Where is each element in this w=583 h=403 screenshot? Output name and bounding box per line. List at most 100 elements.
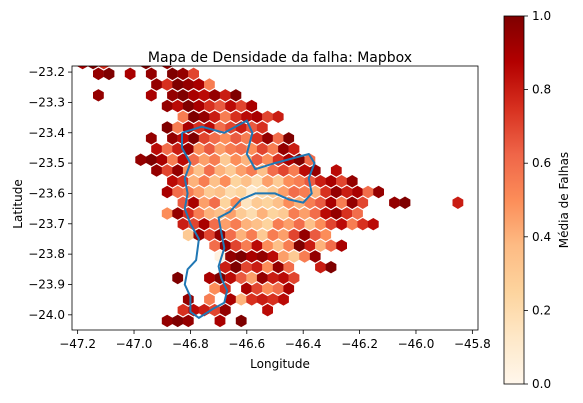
hexbin-cell (262, 218, 273, 231)
hexbin-cell (209, 175, 221, 188)
hexbin-cell (336, 196, 347, 209)
hexbin-cell (219, 303, 231, 317)
hexbin-cell (256, 142, 268, 156)
hexbin-cell (145, 89, 157, 102)
hexbin-cell (341, 207, 353, 220)
hexbin-cell (241, 110, 252, 123)
y-axis-label: Latitude (11, 179, 25, 228)
hexbin-cell (278, 207, 289, 220)
hexbin-cell (272, 218, 284, 231)
hexbin-cell (209, 282, 221, 295)
hexbin-cell (209, 110, 221, 123)
hexbin-cell (225, 207, 236, 220)
hexbin-cell (256, 293, 268, 306)
hexbin-cell (225, 99, 236, 113)
hexbin-cell (72, 46, 83, 59)
hexbin-cell (209, 218, 221, 231)
hexbin-cell (172, 78, 184, 91)
hexbin-cell (172, 99, 184, 113)
hexbin-cell (161, 78, 173, 91)
x-tick-label: −46.4 (285, 337, 322, 351)
colorbar-tick-label: 0.4 (532, 230, 551, 244)
hexbin-cell (330, 207, 342, 220)
hexbin-cell (214, 142, 226, 156)
hexbin-cell (389, 196, 400, 209)
hexbin-cell (251, 132, 263, 145)
hexbin-cell (235, 185, 247, 199)
hexbin-cell (283, 218, 295, 231)
hexbin-cell (235, 207, 247, 220)
hexbin-cell (336, 218, 347, 231)
hexbin-cell (251, 110, 263, 123)
hexbin-cell (251, 239, 263, 252)
hexbin-cell (251, 196, 263, 209)
hexbin-cell (256, 207, 268, 220)
hexbin-cell (204, 271, 215, 285)
hexbin-cell (267, 164, 279, 177)
hexbin-cell (156, 153, 168, 166)
hexbin-layer (72, 46, 464, 328)
hexbin-cell (151, 164, 162, 177)
hexbin-cell (399, 196, 411, 209)
colorbar (503, 15, 525, 385)
colorbar-tick-label: 0.2 (532, 303, 551, 317)
hexbin-cell (161, 314, 173, 328)
hexbin-cell (336, 239, 347, 252)
hexbin-cell (325, 239, 337, 252)
hexbin-cell (325, 261, 337, 274)
y-tick-label: −23.3 (28, 95, 65, 109)
hexbin-cell (309, 207, 321, 220)
hexbin-cell (262, 110, 273, 123)
x-tick-label: −47.2 (59, 337, 96, 351)
hexbin-cell (161, 164, 173, 177)
hexbin-cell (246, 271, 258, 285)
chart-title: Mapa de Densidade da falha: Mapbox (148, 50, 412, 66)
colorbar-tick-label: 1.0 (532, 9, 551, 23)
hexbin-cell (145, 67, 157, 81)
hexbin-cell (330, 164, 342, 177)
hexbin-cell (241, 175, 252, 188)
hexbin-cell (241, 261, 252, 274)
hexbin-cell (288, 185, 300, 199)
hexbin-cell (172, 207, 184, 220)
hexbin-cell (204, 99, 215, 113)
hexbin-cell (167, 89, 178, 102)
hexbin-cell (299, 164, 310, 177)
hexbin-cell (293, 175, 305, 188)
hexbin-cell (272, 196, 284, 209)
hexbin-cell (272, 132, 284, 145)
hexbin-cell (219, 110, 231, 123)
hexbin-cell (293, 239, 305, 252)
hexbin-cell (193, 228, 205, 242)
x-tick-label: −47.0 (116, 337, 153, 351)
hexbin-cell (235, 99, 247, 113)
hexbin-cell (124, 67, 136, 81)
hexbin-cell (278, 228, 289, 242)
hexbin-cell (246, 207, 258, 220)
hexbin-cell (193, 142, 205, 156)
hexbin-cell (241, 239, 252, 252)
hexbin-cell (188, 175, 199, 188)
hexbin-cell (219, 196, 231, 209)
y-tick-label: −23.2 (28, 65, 65, 79)
hexbin-cell (288, 142, 300, 156)
hexbin-cell (256, 250, 268, 263)
hexbin-cell (278, 271, 289, 285)
hexbin-cell (214, 185, 226, 199)
hexbin-cell (172, 142, 184, 156)
y-tick-label: −23.8 (28, 247, 65, 261)
hexbin-cell (267, 250, 279, 263)
hexbin-cell (198, 89, 210, 102)
hexbin-cell (267, 207, 279, 220)
hexbin-cell (167, 132, 178, 145)
y-tick-label: −23.9 (28, 277, 65, 291)
hexbin-cell (219, 239, 231, 252)
hexbin-cell (188, 110, 199, 123)
hexbin-cell (214, 164, 226, 177)
y-tick-label: −23.6 (28, 186, 65, 200)
hexbin-cell (267, 185, 279, 199)
hexbin-cell (219, 89, 231, 102)
hexbin-cell (225, 293, 236, 306)
hexbin-cell (230, 261, 242, 274)
hexbin-cell (172, 121, 184, 134)
